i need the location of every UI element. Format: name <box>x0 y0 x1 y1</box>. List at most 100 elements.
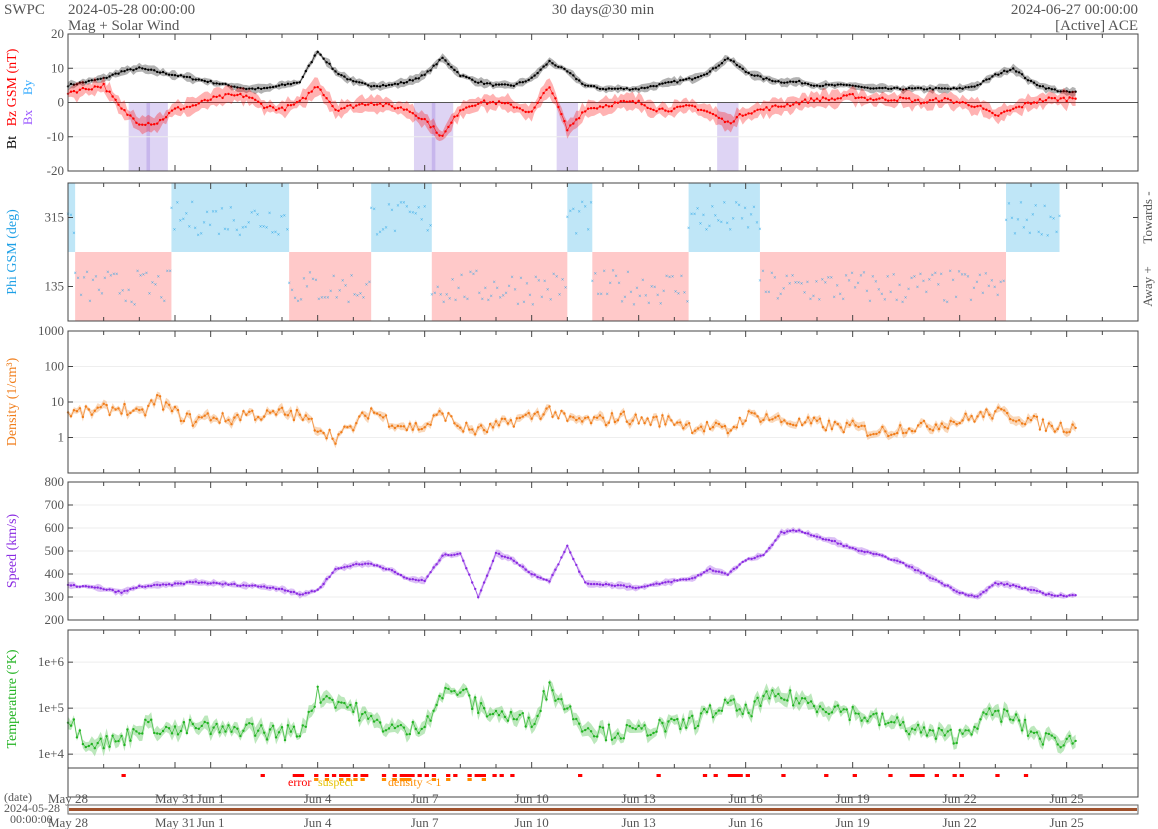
error-flag <box>781 774 786 777</box>
density-point <box>800 423 804 427</box>
phi-point: × <box>638 294 641 300</box>
phi-point: × <box>717 219 720 225</box>
bz-point <box>699 108 703 112</box>
density-point <box>589 421 593 425</box>
temperature-point <box>453 689 456 693</box>
speed-point <box>286 589 290 593</box>
bz-point <box>610 105 614 108</box>
bz-point <box>774 104 777 107</box>
bz-point <box>99 86 102 89</box>
temperature-point <box>114 740 117 743</box>
phi-point: × <box>1028 231 1031 237</box>
bz-point <box>123 109 126 112</box>
speed-point <box>414 578 417 582</box>
density-point <box>236 413 239 417</box>
bz-point <box>530 110 533 113</box>
density-point <box>696 427 700 430</box>
phi-point: × <box>972 286 975 292</box>
speed-point <box>1023 586 1027 590</box>
speed-point <box>955 590 958 593</box>
phi-point: × <box>247 220 250 226</box>
temperature-point <box>943 734 946 737</box>
temperature-point <box>173 725 177 728</box>
bt-point <box>447 62 450 66</box>
density-point <box>601 416 605 419</box>
bz-point <box>352 106 355 110</box>
error-flag <box>453 774 458 777</box>
phi-point: × <box>626 270 629 276</box>
bt-point <box>518 81 521 84</box>
density-point <box>144 414 147 417</box>
density-point <box>919 421 923 425</box>
speed-point <box>251 584 254 587</box>
sector-away <box>592 252 689 321</box>
phi-point: × <box>402 201 405 207</box>
speed-point <box>1062 594 1065 598</box>
bz-point <box>1038 98 1042 101</box>
bz-point <box>696 108 700 112</box>
bt-point <box>967 86 970 89</box>
density-point <box>622 410 625 413</box>
density-point <box>1074 426 1077 430</box>
phi-point: × <box>856 281 859 287</box>
bz-point <box>592 106 596 110</box>
bz-point <box>884 98 887 101</box>
speed-point <box>254 584 257 587</box>
bt-point <box>955 87 958 90</box>
density-point <box>245 413 248 416</box>
temperature-point <box>135 730 138 733</box>
brand: SWPC <box>4 2 45 18</box>
density-point <box>295 408 299 412</box>
error-flag <box>952 774 957 777</box>
y-tick-label: 100 <box>45 359 65 374</box>
temperature-point <box>869 715 872 718</box>
temperature-point <box>806 701 810 705</box>
phi-point: × <box>925 290 928 296</box>
temperature-point <box>1056 743 1059 746</box>
bz-point <box>393 107 397 110</box>
bt-point <box>958 86 961 90</box>
temperature-point <box>693 727 697 730</box>
bt-point <box>622 87 625 91</box>
error-flag <box>346 774 351 777</box>
error-flag <box>995 774 1000 777</box>
density-point <box>803 421 807 424</box>
speed-point <box>399 573 403 577</box>
phi-point: × <box>1022 225 1025 231</box>
bz-point <box>161 118 165 121</box>
speed-point <box>893 559 896 562</box>
density-point <box>913 430 917 433</box>
bz-point <box>922 101 926 104</box>
bz-point <box>821 96 825 99</box>
date-range-bar[interactable] <box>69 808 1137 811</box>
phi-point: × <box>478 291 481 297</box>
bt-point <box>795 80 798 84</box>
speed-point <box>539 576 542 579</box>
temperature-point <box>408 732 411 736</box>
density-point <box>735 426 738 429</box>
bt-point <box>114 72 117 75</box>
density-point <box>1006 411 1009 415</box>
temperature-point <box>1029 730 1033 733</box>
speed-point <box>289 590 293 594</box>
temperature-point <box>361 712 364 716</box>
bz-point <box>589 107 593 110</box>
phi-point: × <box>106 270 109 276</box>
temperature-point <box>922 726 926 729</box>
bz-point <box>191 104 194 107</box>
bt-point <box>872 87 875 90</box>
temperature-point <box>1017 719 1021 722</box>
density-point <box>860 424 863 427</box>
density-point <box>450 415 453 418</box>
speed-point <box>271 586 275 589</box>
speed-point <box>589 582 593 586</box>
bt-point <box>384 84 388 88</box>
phi-point: × <box>711 205 714 211</box>
density-point <box>970 414 973 418</box>
bz-point <box>378 102 382 105</box>
phi-point: × <box>572 207 575 213</box>
density-point <box>750 411 753 414</box>
speed-point <box>167 583 171 586</box>
speed-point <box>970 594 973 597</box>
temperature-point <box>854 712 857 715</box>
